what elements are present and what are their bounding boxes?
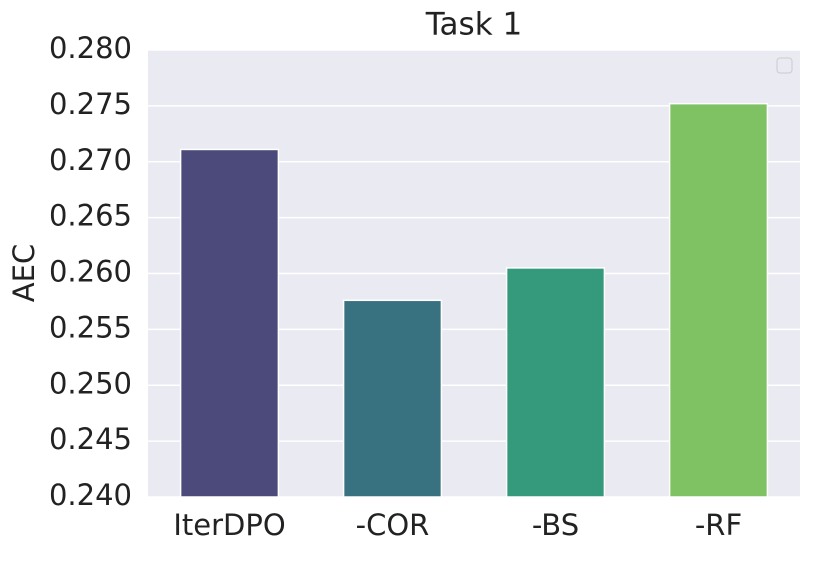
bar [179,148,280,498]
bar [668,102,769,498]
bar [342,299,443,498]
x-tick-label: IterDPO [173,508,285,542]
bar [505,267,606,498]
x-tick-label: -BS [532,508,579,542]
y-tick-label: 0.250 [49,366,132,400]
x-tick-label: -RF [695,508,742,542]
y-tick-label: 0.270 [49,143,132,177]
y-axis-label: AEC [7,244,41,302]
y-tick-label: 0.255 [49,310,132,344]
y-tick-label: 0.275 [49,87,132,121]
y-tick-label: 0.265 [49,199,132,233]
y-tick-label: 0.280 [49,31,132,65]
y-tick-label: 0.260 [49,255,132,289]
legend-box [776,57,793,74]
x-tick-label: -COR [356,508,430,542]
y-tick-label: 0.240 [49,478,132,512]
chart-title: Task 1 [425,7,522,43]
y-tick-label: 0.245 [49,422,132,456]
